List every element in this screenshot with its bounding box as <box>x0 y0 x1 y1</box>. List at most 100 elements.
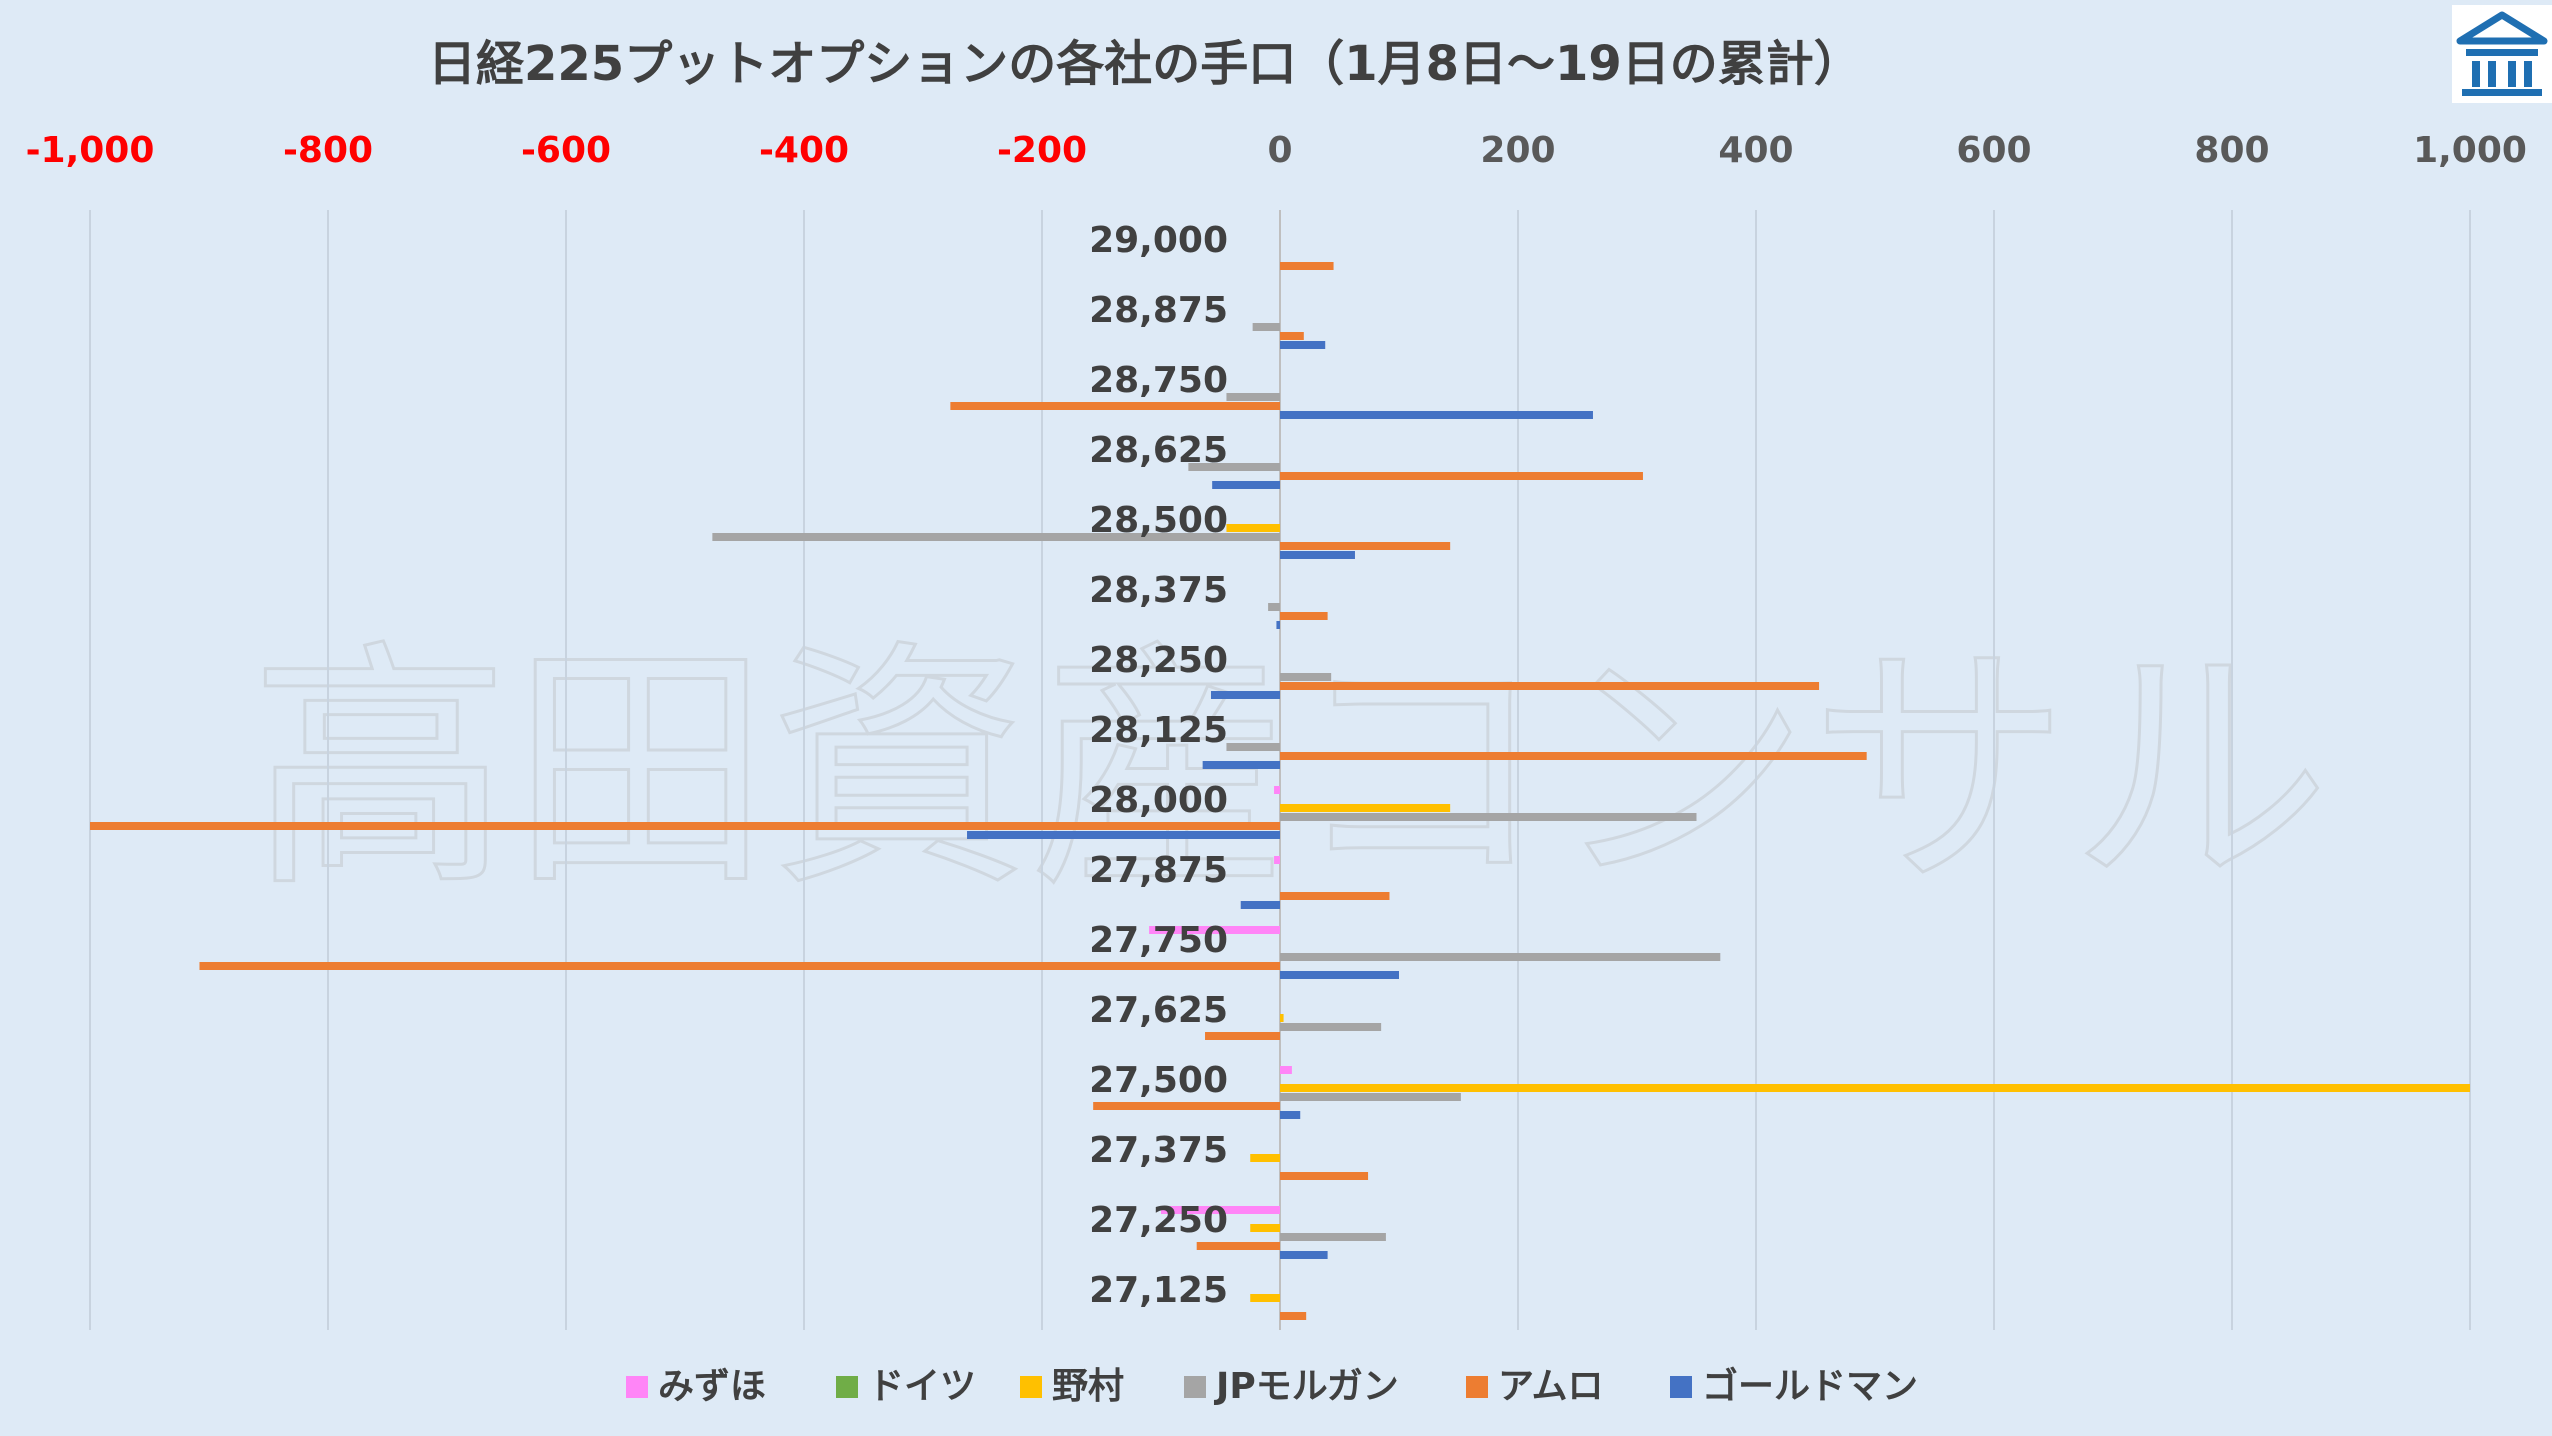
legend-swatch-4 <box>1466 1376 1488 1398</box>
bar-14-2 <box>1250 1224 1280 1232</box>
bar-13-2 <box>1250 1154 1280 1162</box>
bar-15-2 <box>1250 1294 1280 1302</box>
x-tick-label-10: 1,000 <box>2413 130 2527 171</box>
bar-5-5 <box>1276 621 1280 629</box>
category-label-13: 27,375 <box>1089 1130 1228 1171</box>
legend-swatch-3 <box>1184 1376 1206 1398</box>
bars-layer <box>90 262 2470 1320</box>
bar-4-3 <box>712 533 1280 541</box>
bar-12-5 <box>1280 1111 1301 1119</box>
bar-14-3 <box>1280 1233 1386 1241</box>
chart-title: 日経225プットオプションの各社の手口（1月8日～19日の累計） <box>428 36 1862 92</box>
bar-3-3 <box>1188 463 1280 471</box>
bar-4-5 <box>1280 551 1355 559</box>
legend-label-1: ドイツ <box>868 1366 976 1407</box>
watermark-text: 高田資産コンサル <box>250 620 2330 922</box>
bar-1-4 <box>1280 332 1304 340</box>
legend: みずほ ドイツ 野村 JPモルガン アムロ ゴールドマン <box>626 1365 1918 1407</box>
bar-12-3 <box>1280 1093 1461 1101</box>
x-tick-label-2: -600 <box>521 130 611 171</box>
bar-8-2 <box>1280 804 1451 812</box>
bar-14-0 <box>1161 1206 1280 1214</box>
bar-12-2 <box>1280 1084 2470 1092</box>
bar-9-0 <box>1274 856 1280 864</box>
bar-12-4 <box>1093 1102 1280 1110</box>
bar-6-4 <box>1280 682 1820 690</box>
bar-3-4 <box>1280 472 1643 480</box>
bar-11-2 <box>1280 1014 1284 1022</box>
bar-1-5 <box>1280 341 1326 349</box>
legend-swatch-2 <box>1020 1376 1042 1398</box>
bar-8-4 <box>90 822 1280 830</box>
bar-5-4 <box>1280 612 1328 620</box>
legend-label-5: ゴールドマン <box>1702 1365 1918 1407</box>
category-labels: 29,000 28,875 28,750 28,625 28,500 28,375 28,2… <box>1089 220 1228 1311</box>
category-label-15: 27,125 <box>1089 1270 1228 1311</box>
category-label-2: 28,750 <box>1089 360 1228 401</box>
bar-7-3 <box>1226 743 1280 751</box>
category-label-1: 28,875 <box>1089 290 1228 331</box>
x-tick-label-4: -200 <box>997 130 1087 171</box>
category-label-5: 28,375 <box>1089 570 1228 611</box>
category-label-10: 27,750 <box>1089 920 1228 961</box>
bar-14-5 <box>1280 1251 1328 1259</box>
bar-8-5 <box>967 831 1280 839</box>
bar-3-5 <box>1212 481 1280 489</box>
bar-14-4 <box>1196 1242 1280 1250</box>
bar-9-5 <box>1240 901 1280 909</box>
bar-10-5 <box>1280 971 1399 979</box>
x-tick-label-0: -1,000 <box>26 130 155 171</box>
bar-0-4 <box>1280 262 1334 270</box>
bar-2-4 <box>950 402 1280 410</box>
bar-2-3 <box>1226 393 1280 401</box>
bar-10-0 <box>1149 926 1280 934</box>
bar-8-3 <box>1280 813 1697 821</box>
bar-7-5 <box>1202 761 1280 769</box>
bar-11-4 <box>1205 1032 1280 1040</box>
bar-12-0 <box>1280 1066 1292 1074</box>
watermark-layer: 高田資産コンサル <box>249 619 2332 924</box>
bar-5-3 <box>1268 603 1280 611</box>
category-label-8: 28,000 <box>1089 780 1228 821</box>
category-label-3: 28,625 <box>1089 430 1228 471</box>
x-tick-label-8: 600 <box>1956 130 2031 171</box>
legend-swatch-0 <box>626 1376 648 1398</box>
bar-4-4 <box>1280 542 1451 550</box>
legend-label-0: みずほ <box>658 1366 766 1407</box>
category-label-9: 27,875 <box>1089 850 1228 891</box>
bar-10-3 <box>1280 953 1721 961</box>
legend-label-4: アムロ <box>1498 1366 1603 1407</box>
x-tick-label-7: 400 <box>1718 130 1793 171</box>
bar-1-3 <box>1252 323 1280 331</box>
category-label-6: 28,250 <box>1089 640 1228 681</box>
category-label-12: 27,500 <box>1089 1060 1228 1101</box>
category-label-0: 29,000 <box>1089 220 1228 261</box>
category-label-4: 28,500 <box>1089 500 1228 541</box>
legend-label-3: JPモルガン <box>1213 1366 1399 1407</box>
category-label-11: 27,625 <box>1089 990 1228 1031</box>
bar-8-0 <box>1274 786 1280 794</box>
x-tick-label-1: -800 <box>283 130 373 171</box>
bar-6-5 <box>1210 691 1280 699</box>
x-tick-label-6: 200 <box>1480 130 1555 171</box>
category-label-14: 27,250 <box>1089 1200 1228 1241</box>
x-tick-labels: -1,000 -800 -600 -400 -200 0 200 400 600 800 1,000 <box>26 130 2527 171</box>
bar-13-4 <box>1280 1172 1369 1180</box>
bar-4-2 <box>1226 524 1280 532</box>
category-label-7: 28,125 <box>1089 710 1228 751</box>
bar-11-3 <box>1280 1023 1382 1031</box>
bar-10-4 <box>199 962 1281 970</box>
bar-2-5 <box>1280 411 1593 419</box>
bank-building-icon <box>2452 5 2552 103</box>
bar-9-4 <box>1280 892 1390 900</box>
bar-7-4 <box>1280 752 1867 760</box>
legend-swatch-5 <box>1670 1376 1692 1398</box>
bar-15-4 <box>1280 1312 1307 1320</box>
x-tick-label-5: 0 <box>1267 130 1292 171</box>
legend-label-2: 野村 <box>1052 1366 1124 1407</box>
x-tick-label-9: 800 <box>2194 130 2269 171</box>
bar-6-3 <box>1280 673 1332 681</box>
x-tick-label-3: -400 <box>759 130 849 171</box>
